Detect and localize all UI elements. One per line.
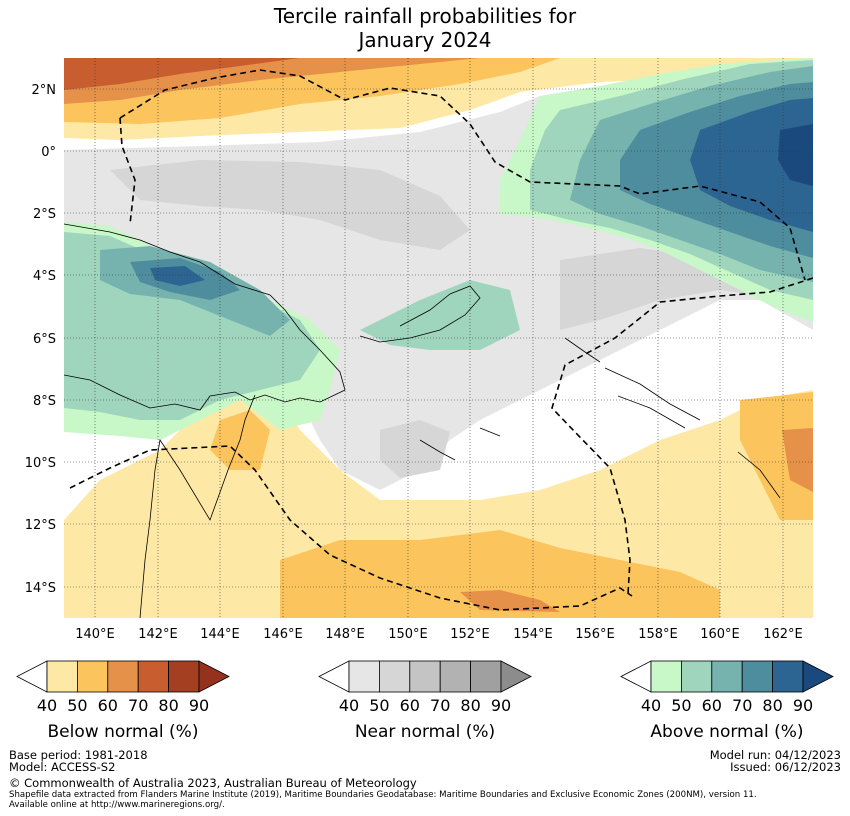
model-text: Model: ACCESS-S2 [9, 760, 116, 774]
map-plot-area [64, 58, 813, 618]
colorbar-title: Near normal (%) [355, 722, 495, 742]
title-line-2: January 2024 [358, 28, 492, 52]
colorbar-1: 40 50 60 70 80 90 Near normal (%) [318, 660, 532, 742]
near-normal-region-central-60 [110, 160, 470, 250]
below-normal-region-east-60 [740, 392, 813, 520]
colorbar-legends: 40 50 60 70 80 90 Below normal (%) 40 50 60 70 80 90… [16, 660, 834, 742]
colorbar-2: 40 50 60 70 80 90 Above normal (%) [620, 660, 834, 742]
colorbar-tick-label: 70 [430, 696, 450, 715]
coastlines [64, 223, 781, 618]
shapefile-credit-line-1: Shapefile data extracted from Flanders M… [9, 790, 757, 800]
colorbar-arrow-high [500, 660, 532, 693]
lat-label: 2°S [33, 207, 56, 222]
colorbar-cell [409, 660, 441, 693]
colorbar-cell [137, 660, 169, 693]
above-normal-region-northeast-max [778, 124, 813, 186]
lon-label: 142°E [138, 627, 178, 642]
copyright-text: © Commonwealth of Australia 2023, Austra… [9, 776, 417, 790]
model-run-text: Model run: 04/12/2023 [709, 748, 841, 762]
colorbar-arrow-low [620, 660, 652, 693]
lat-label: 6°S [33, 332, 56, 347]
lon-label: 156°E [575, 627, 615, 642]
lon-label: 150°E [388, 627, 428, 642]
lon-label: 140°E [75, 627, 115, 642]
colorbar-title: Above normal (%) [650, 722, 803, 742]
colorbar-cell [772, 660, 804, 693]
colorbar-tick-label: 50 [671, 696, 691, 715]
lat-label: 10°S [25, 456, 56, 471]
lon-label: 152°E [450, 627, 490, 642]
colorbar-0: 40 50 60 70 80 90 Below normal (%) [16, 660, 230, 742]
lon-label: 158°E [638, 627, 678, 642]
maritime-boundaries [69, 69, 813, 611]
colorbar-tick-label: 90 [793, 696, 813, 715]
below-normal-region-east-70 [782, 428, 813, 492]
colorbar-cell [470, 660, 502, 693]
lat-label: 12°S [25, 518, 56, 533]
colorbar-title: Below normal (%) [48, 722, 199, 742]
colorbar-arrow-low [16, 660, 48, 693]
colorbar-tick-label: 70 [732, 696, 752, 715]
colorbar-tick-label: 90 [491, 696, 511, 715]
map-title: Tercile rainfall probabilities for Janua… [0, 4, 850, 52]
lat-label: 14°S [25, 581, 56, 596]
lon-label: 162°E [763, 627, 803, 642]
lon-label: 146°E [263, 627, 303, 642]
colorbar-cell [741, 660, 774, 693]
colorbar-cell [348, 660, 380, 693]
colorbar-tick-label: 80 [158, 696, 178, 715]
colorbar-cell [168, 660, 200, 693]
lat-label: 0° [41, 145, 56, 160]
colorbar-cell [378, 660, 411, 693]
colorbar-cell [681, 660, 713, 693]
lon-label: 160°E [700, 627, 740, 642]
colorbar-tick-label: 40 [37, 696, 57, 715]
base-period-text: Base period: 1981-2018 [9, 748, 148, 762]
colorbar-tick-label: 60 [98, 696, 118, 715]
colorbar-tick-label: 60 [400, 696, 420, 715]
title-line-1: Tercile rainfall probabilities for [273, 4, 577, 28]
colorbar-tick-label: 50 [369, 696, 389, 715]
colorbar-cell [107, 660, 139, 693]
colorbar-cell [439, 660, 472, 693]
longitude-labels: 140°E 142°E 144°E 146°E 148°E 150°E 152°… [75, 627, 803, 642]
colorbar-cell [46, 660, 78, 693]
lon-label: 154°E [513, 627, 553, 642]
colorbar-tick-label: 40 [641, 696, 661, 715]
lon-label: 148°E [325, 627, 365, 642]
colorbar-arrow-high [198, 660, 230, 693]
colorbar-arrow-low [318, 660, 350, 693]
colorbar-tick-label: 70 [128, 696, 148, 715]
colorbar-tick-label: 80 [762, 696, 782, 715]
graticule [64, 58, 813, 618]
colorbar-tick-label: 50 [67, 696, 87, 715]
issued-text: Issued: 06/12/2023 [730, 760, 841, 774]
latitude-labels: 2°N 0° 2°S 4°S 6°S 8°S 10°S 12°S 14°S [25, 83, 56, 596]
shapefile-credit-line-2: Available online at http://www.marinereg… [9, 800, 225, 810]
below-normal-region-south-60-b [280, 530, 720, 618]
colorbar-tick-label: 90 [189, 696, 209, 715]
lat-label: 4°S [33, 269, 56, 284]
below-normal-region-north-80 [64, 58, 300, 90]
lat-label: 2°N [32, 83, 57, 98]
colorbar-tick-label: 80 [460, 696, 480, 715]
lat-label: 8°S [33, 394, 56, 409]
colorbar-cell [711, 660, 743, 693]
colorbar-cell [77, 660, 109, 693]
colorbar-tick-label: 60 [702, 696, 722, 715]
near-normal-region-south-60 [380, 420, 450, 478]
colorbar-cell [650, 660, 682, 693]
lon-label: 144°E [200, 627, 240, 642]
above-normal-region-west-90 [150, 266, 205, 286]
colorbar-arrow-high [802, 660, 834, 693]
colorbar-tick-label: 40 [339, 696, 359, 715]
